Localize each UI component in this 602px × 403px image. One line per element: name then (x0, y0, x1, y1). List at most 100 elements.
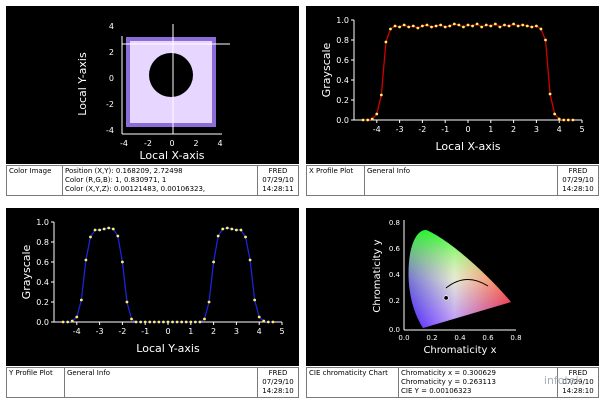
data-point (134, 320, 138, 324)
data-point (166, 320, 170, 324)
data-point (566, 118, 570, 122)
y-tick-label: 1.0 (36, 218, 49, 227)
x-tick-label: -4 (73, 327, 81, 336)
x-tick-label: 0.0 (398, 334, 409, 342)
x-tick-label: 0.8 (510, 334, 521, 342)
info-bar: Y Profile Plot General Info FRED 07/29/1… (6, 367, 299, 398)
data-point (107, 226, 111, 230)
data-point (84, 258, 88, 262)
y-tick-label: 0.6 (36, 258, 49, 267)
y-axis-label: Grayscale (320, 42, 333, 97)
cie-panel: 0.8 0.6 0.4 0.2 0.0 0.0 0.2 0.4 0.6 0.8 … (304, 204, 599, 399)
data-point (143, 320, 147, 324)
y-tick-label: 0.8 (36, 238, 49, 247)
y-tick-label: 0.8 (336, 36, 349, 45)
app-name: FRED (568, 167, 588, 175)
data-point (130, 317, 133, 321)
chromaticity-point (443, 295, 449, 301)
x-tick-label: 1 (488, 125, 493, 134)
y-tick-label: 0.4 (336, 76, 349, 85)
y-profile-svg: 0.0 0.2 0.4 0.6 0.8 1.0 -4 -3 -2 -1 0 1 2 3 4 5 Local Y-… (20, 218, 285, 355)
data-point (248, 258, 252, 262)
data-point (239, 228, 243, 232)
x-tick-label: -2 (418, 125, 426, 134)
data-point (530, 25, 534, 29)
y-tick-label: -2 (106, 100, 114, 109)
x-profile-svg: 0.0 0.2 0.4 0.6 0.8 1.0 -4 -3 -2 -1 0 1 2 3 4 5 Local X-… (320, 16, 585, 153)
data-point (61, 320, 65, 324)
data-point (430, 25, 433, 29)
x-profile-plot[interactable]: 0.0 0.2 0.4 0.6 0.8 1.0 -4 -3 -2 -1 0 1 2 3 4 5 Local X-… (306, 6, 599, 164)
data-point (75, 315, 79, 319)
y-tick-label: 0 (109, 74, 114, 83)
y-tick-label: 4 (109, 22, 114, 31)
data-point (480, 25, 484, 29)
y-tick-label: 0.2 (389, 297, 400, 305)
data-point (421, 24, 424, 28)
data-point (139, 320, 143, 324)
data-point (407, 25, 411, 29)
app-name: FRED (268, 369, 288, 377)
x-tick-label: -4 (373, 125, 381, 134)
info-bar: Color Image Position (X,Y): 0.168209, 2.… (6, 165, 299, 196)
data-point (125, 300, 129, 304)
info-details: Chromaticity x = 0.300629 Chromaticity y… (399, 368, 558, 397)
x-axis-label: Local Y-axis (136, 342, 200, 355)
date: 07/29/10 (562, 378, 594, 386)
data-point (375, 112, 379, 116)
x-tick-labels: 0.0 0.2 0.4 0.6 0.8 (398, 334, 521, 342)
y-tick-label: 0.2 (336, 96, 349, 105)
data-point (439, 23, 443, 27)
info-bar: X Profile Plot General Info FRED 07/29/1… (306, 165, 599, 196)
x-tick-label: 0 (165, 327, 170, 336)
data-point (489, 24, 493, 28)
info-line: Chromaticity y = 0.263113 (401, 378, 496, 386)
data-point (484, 23, 488, 27)
time: 14:28:10 (562, 387, 594, 395)
data-point (379, 93, 383, 97)
y-axis-label: Grayscale (20, 244, 33, 299)
y-tick-label: 0.4 (36, 278, 49, 287)
y-tick-labels: 4 2 0 -2 -4 (106, 22, 114, 135)
y-profile-plot[interactable]: 0.0 0.2 0.4 0.6 0.8 1.0 -4 -3 -2 -1 0 1 2 3 4 5 Local Y-… (6, 208, 299, 366)
x-axis-label: Local X-axis (139, 149, 204, 162)
x-tick-label: 4 (257, 327, 262, 336)
data-point (466, 23, 470, 27)
color-image-svg: 4 2 0 -2 -4 -4 -2 0 2 4 Local X-axis Loc… (76, 22, 230, 162)
data-point (171, 320, 174, 324)
x-tick-label: -3 (96, 327, 104, 336)
profile-line (63, 227, 273, 323)
data-point (244, 235, 247, 239)
data-point (557, 117, 561, 121)
date: 07/29/10 (262, 176, 294, 184)
profile-line (363, 23, 573, 121)
info-title: CIE chromaticity Chart (307, 368, 399, 397)
data-point (157, 320, 161, 324)
info-stamp: FRED 07/29/10 14:28:10 (558, 166, 598, 195)
x-tick-label: -2 (144, 139, 152, 148)
data-point (471, 24, 474, 28)
info-line: Color (X,Y,Z): 0.00121483, 0.00106323, (65, 185, 206, 193)
date: 07/29/10 (262, 378, 294, 386)
data-point (493, 22, 497, 26)
x-tick-label: 0 (465, 125, 470, 134)
data-point (512, 22, 515, 26)
x-tick-label: 3 (234, 327, 239, 336)
app-name: FRED (268, 167, 288, 175)
y-axis-label: Local Y-axis (76, 52, 89, 116)
cie-plot[interactable]: 0.8 0.6 0.4 0.2 0.0 0.0 0.2 0.4 0.6 0.8 … (306, 208, 599, 366)
data-point (189, 320, 193, 324)
color-image-panel: 4 2 0 -2 -4 -4 -2 0 2 4 Local X-axis Loc… (4, 2, 299, 197)
x-tick-label: 4 (217, 139, 222, 148)
info-stamp: FRED 07/29/10 14:28:11 (258, 166, 298, 195)
y-tick-label: 2 (109, 48, 114, 57)
color-image-plot[interactable]: 4 2 0 -2 -4 -4 -2 0 2 4 Local X-axis Loc… (6, 6, 299, 164)
y-tick-label: 0.0 (336, 116, 349, 125)
data-point (121, 260, 124, 264)
data-point (384, 40, 388, 44)
info-title: Color Image (7, 166, 63, 195)
x-tick-labels: -4 -2 0 2 4 (120, 139, 223, 148)
data-point (539, 27, 543, 31)
x-tick-label: -2 (118, 327, 126, 336)
info-line: Chromaticity x = 0.300629 (401, 369, 496, 377)
